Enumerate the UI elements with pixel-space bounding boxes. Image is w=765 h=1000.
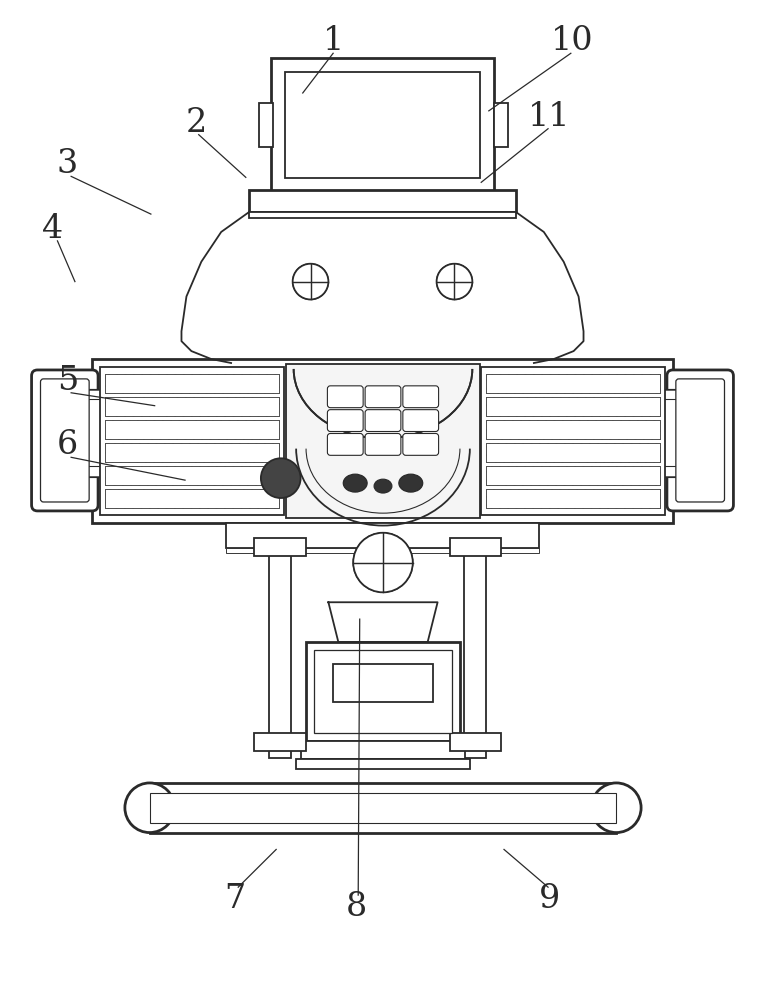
Circle shape [591,783,641,833]
Bar [487,420,660,439]
Bar [254,733,305,751]
Text: 7: 7 [224,883,245,915]
Bar [254,538,305,556]
Bar [249,212,516,218]
Text: 5: 5 [57,365,78,397]
Ellipse shape [343,474,367,492]
Bar [105,420,278,439]
Bar [259,103,273,147]
Text: 2: 2 [186,107,207,139]
Bar [487,374,660,393]
FancyBboxPatch shape [41,379,90,502]
Text: 9: 9 [539,883,560,915]
Text: 1: 1 [323,25,343,57]
Bar [150,783,617,833]
Text: 3: 3 [57,148,78,180]
FancyBboxPatch shape [365,410,401,432]
Bar [269,523,291,758]
FancyBboxPatch shape [365,386,401,408]
Bar [105,466,278,485]
Ellipse shape [399,474,423,492]
Bar [100,367,284,515]
Text: 10: 10 [551,25,594,57]
Bar [655,399,683,466]
Bar [285,364,480,518]
Bar [105,466,278,485]
Bar [487,374,660,393]
Bar [334,664,433,702]
Bar [494,103,508,147]
FancyBboxPatch shape [675,379,724,502]
FancyBboxPatch shape [644,390,697,477]
Bar [150,793,617,823]
Bar [105,397,278,416]
Wedge shape [294,369,472,458]
Text: 4: 4 [41,213,63,245]
Bar [487,443,660,462]
Bar [249,190,516,212]
Bar [271,58,494,192]
Circle shape [437,264,472,299]
Text: 8: 8 [345,891,366,923]
Bar [487,397,660,416]
Bar [487,466,660,485]
Bar [105,443,278,462]
FancyBboxPatch shape [327,410,363,432]
Polygon shape [328,602,438,642]
Text: 6: 6 [57,429,78,461]
Bar [105,374,278,393]
FancyBboxPatch shape [403,386,438,408]
FancyBboxPatch shape [31,370,98,511]
Bar [226,523,539,548]
Bar [80,399,108,466]
Text: 11: 11 [529,101,571,133]
Ellipse shape [374,479,392,493]
Bar [314,650,452,733]
Bar [487,466,660,485]
Circle shape [293,264,328,299]
Bar [481,367,665,515]
FancyBboxPatch shape [403,410,438,432]
Bar [487,397,660,416]
Bar [92,359,673,523]
Bar [105,420,278,439]
Bar [105,443,278,462]
Bar [450,733,501,751]
FancyBboxPatch shape [403,433,438,455]
Bar [464,523,487,758]
FancyBboxPatch shape [327,433,363,455]
Bar [305,642,461,741]
Circle shape [353,533,413,592]
FancyBboxPatch shape [365,433,401,455]
Bar [105,489,278,508]
Bar [301,741,465,759]
FancyBboxPatch shape [667,370,734,511]
FancyBboxPatch shape [68,390,121,477]
Bar [487,489,660,508]
Circle shape [261,458,301,498]
Bar [295,759,470,769]
Circle shape [125,783,174,833]
Bar [105,374,278,393]
Bar [487,420,660,439]
FancyBboxPatch shape [327,386,363,408]
Bar [226,548,539,553]
Bar [105,397,278,416]
Bar [105,489,278,508]
Bar [285,72,480,178]
Bar [487,489,660,508]
Bar [487,443,660,462]
Bar [450,538,501,556]
